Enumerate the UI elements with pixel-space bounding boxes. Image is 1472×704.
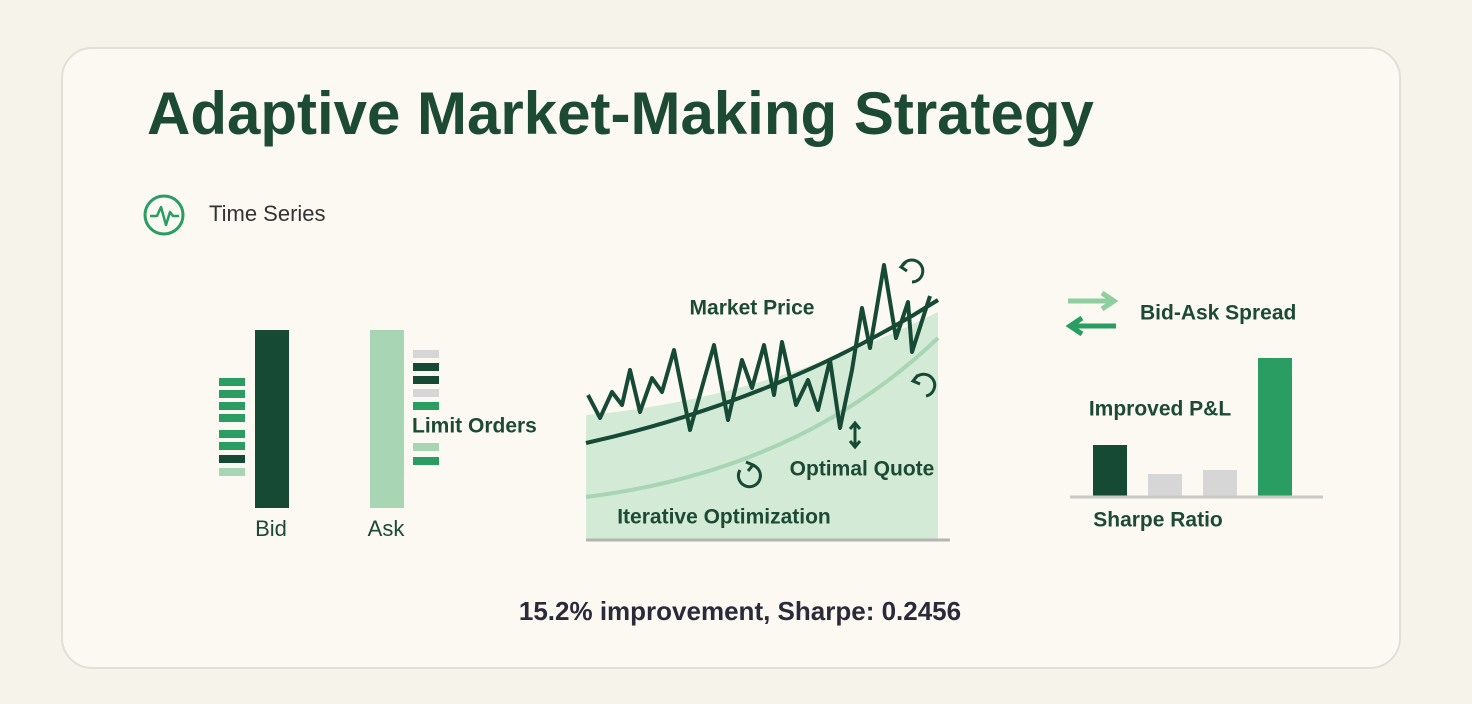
price-label: Market Price <box>690 297 815 320</box>
process-label: Iterative Optimization <box>617 506 831 529</box>
ask-label: Ask <box>368 516 406 541</box>
time-series-icon <box>143 194 185 236</box>
sharpe-label: Sharpe Ratio <box>1093 509 1223 532</box>
optimization-plot <box>585 258 950 542</box>
quote-label: Optimal Quote <box>790 458 935 481</box>
card <box>61 47 1401 669</box>
spread-icon <box>1065 290 1119 337</box>
results-bars <box>1070 358 1323 499</box>
pnl-label: Improved P&L <box>1089 398 1232 421</box>
order-book <box>219 330 439 508</box>
bid-label: Bid <box>255 516 287 541</box>
title: Adaptive Market-Making Strategy <box>147 80 1095 147</box>
spread-label: Bid-Ask Spread <box>1140 302 1296 325</box>
tag-label: Time Series <box>209 201 326 226</box>
orders-label: Limit Orders <box>412 415 537 438</box>
summary: 15.2% improvement, Sharpe: 0.2456 <box>519 596 961 626</box>
